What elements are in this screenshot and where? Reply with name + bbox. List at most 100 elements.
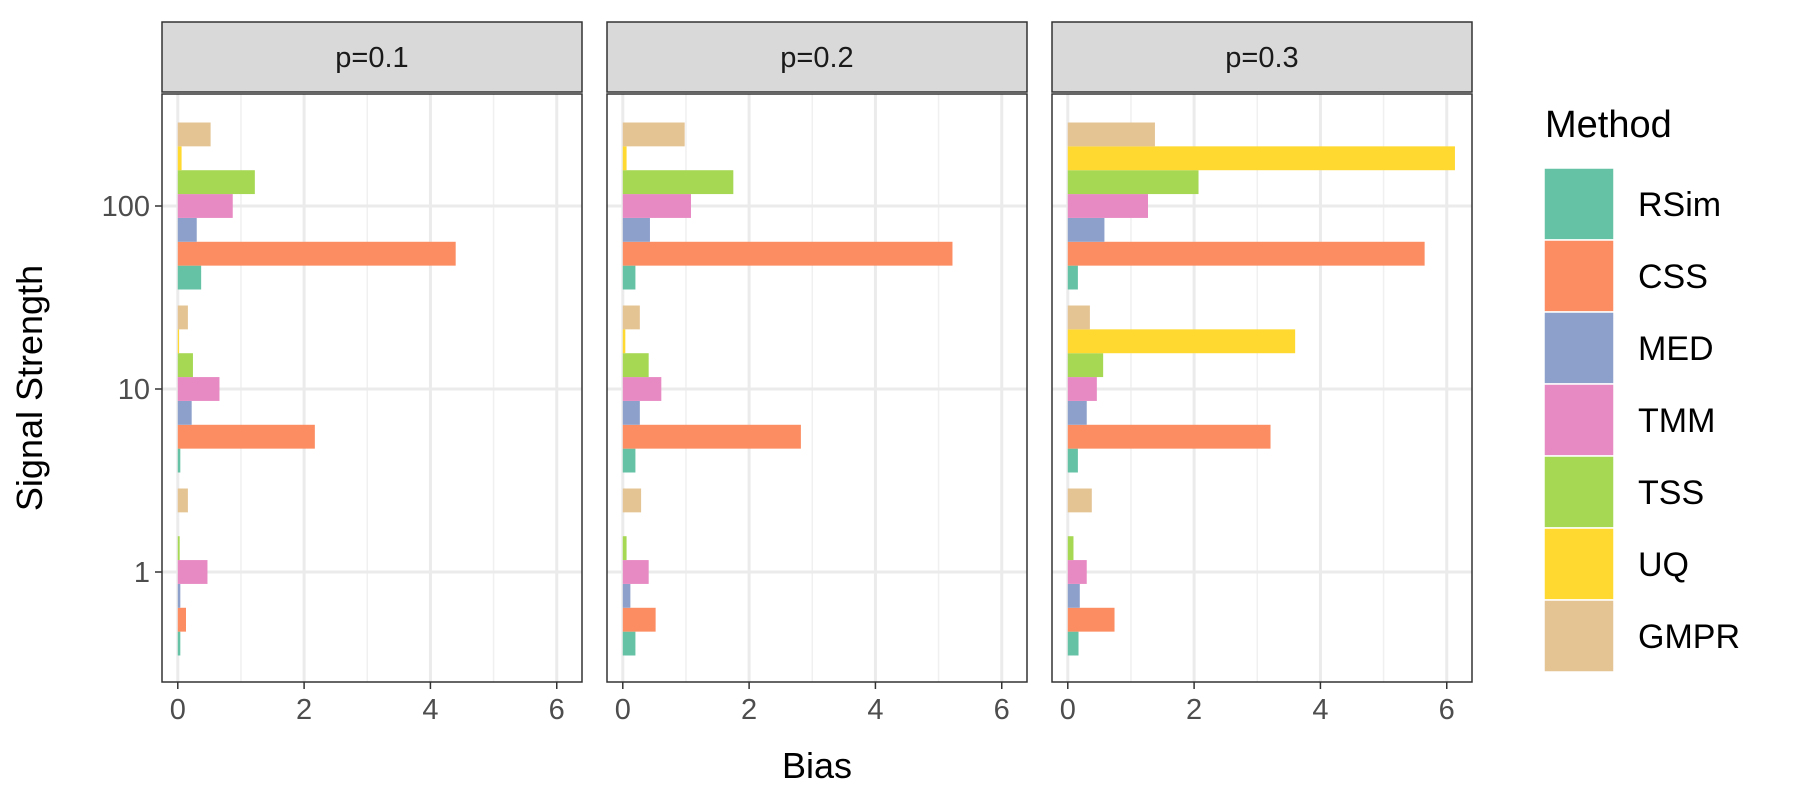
bar-gmpr-1 xyxy=(622,488,642,513)
bar-tmm-100 xyxy=(177,194,233,218)
x-tick-label: 6 xyxy=(1439,694,1455,726)
panel-border xyxy=(1051,93,1473,683)
panel-2: p=0.2 0 2 4 6 xyxy=(606,21,1028,726)
bar-uq-10 xyxy=(1067,329,1296,354)
bar-rsim-1 xyxy=(1067,631,1079,656)
bar-tmm-1 xyxy=(622,560,649,584)
legend-key-tmm xyxy=(1543,383,1615,457)
bar-css-1 xyxy=(1067,607,1115,632)
legend-label-tmm: TMM xyxy=(1638,402,1715,440)
legend-label-gmpr: GMPR xyxy=(1638,618,1740,656)
bar-med-100 xyxy=(622,217,650,242)
legend-label-rsim: RSim xyxy=(1638,186,1721,224)
y-tick-label: 1 xyxy=(134,557,150,589)
y-tick-label: 100 xyxy=(102,191,150,223)
panel-strip-label: p=0.2 xyxy=(780,42,853,74)
bar-uq-10 xyxy=(622,329,626,354)
bar-rsim-1 xyxy=(177,631,181,656)
legend-title: Method xyxy=(1545,104,1672,146)
bar-med-1 xyxy=(177,583,181,608)
bar-css-10 xyxy=(622,424,801,449)
bar-css-10 xyxy=(177,424,315,449)
x-tick-label: 2 xyxy=(741,694,757,726)
bar-med-10 xyxy=(177,400,192,425)
bar-tss-1 xyxy=(622,536,627,561)
panel-strip xyxy=(1051,21,1473,93)
bar-css-100 xyxy=(622,241,953,266)
x-tick-label: 4 xyxy=(422,694,438,726)
bar-uq-100 xyxy=(622,146,627,171)
bar-gmpr-10 xyxy=(1067,305,1090,330)
panel-1: p=0.1 0 2 4 6 xyxy=(161,21,583,726)
bar-uq-100 xyxy=(1067,146,1455,171)
bar-med-10 xyxy=(1067,400,1087,425)
x-tick-label: 0 xyxy=(615,694,631,726)
bar-css-1 xyxy=(622,607,656,632)
legend-key-css xyxy=(1543,239,1615,313)
x-tick-label: 2 xyxy=(1186,694,1202,726)
x-tick-label: 4 xyxy=(1312,694,1328,726)
bar-tmm-1 xyxy=(177,560,208,584)
legend-label-css: CSS xyxy=(1638,258,1708,296)
bar-tmm-1 xyxy=(1067,560,1087,584)
bar-css-100 xyxy=(177,241,456,266)
legend-key-tss xyxy=(1543,455,1615,529)
panel-strip xyxy=(161,21,583,93)
x-tick-label: 6 xyxy=(994,694,1010,726)
bar-css-1 xyxy=(177,607,186,632)
x-tick-label: 6 xyxy=(549,694,565,726)
legend-label-med: MED xyxy=(1638,330,1714,368)
y-axis: 1 10 100 xyxy=(102,191,162,589)
bar-tss-100 xyxy=(177,170,255,195)
legend-key-rsim xyxy=(1543,167,1615,241)
bar-rsim-10 xyxy=(622,448,636,473)
bar-tmm-10 xyxy=(622,377,662,401)
bar-gmpr-100 xyxy=(177,122,211,147)
bar-css-100 xyxy=(1067,241,1425,266)
bar-rsim-10 xyxy=(177,448,181,473)
panels: p=0.1 0 2 4 6 p=0.2 0 2 4 6 p=0.3 0 2 4 6 xyxy=(161,21,1473,726)
bar-rsim-100 xyxy=(177,265,202,290)
bar-rsim-1 xyxy=(622,631,636,656)
bar-gmpr-10 xyxy=(622,305,640,330)
bar-tss-10 xyxy=(622,353,649,378)
bar-tmm-100 xyxy=(1067,194,1148,218)
panel-strip-label: p=0.3 xyxy=(1225,42,1298,74)
bar-gmpr-100 xyxy=(1067,122,1155,147)
x-axis-title: Bias xyxy=(782,745,852,786)
panel-border xyxy=(606,93,1028,683)
bar-tss-10 xyxy=(177,353,193,378)
bar-med-1 xyxy=(1067,583,1080,608)
bar-tss-1 xyxy=(177,536,180,561)
bar-med-10 xyxy=(622,400,640,425)
bar-med-1 xyxy=(622,583,631,608)
bar-gmpr-1 xyxy=(177,488,188,513)
bar-gmpr-1 xyxy=(1067,488,1092,513)
bar-tmm-10 xyxy=(177,377,220,401)
bar-tmm-100 xyxy=(622,194,691,218)
panel-3: p=0.3 0 2 4 6 xyxy=(1051,21,1473,726)
panel-border xyxy=(161,93,583,683)
x-tick-label: 0 xyxy=(170,694,186,726)
x-tick-label: 4 xyxy=(867,694,883,726)
bar-tss-1 xyxy=(1067,536,1074,561)
legend: Method RSim CSS MED TMM TSS UQ GMPR xyxy=(1543,104,1740,673)
bar-rsim-10 xyxy=(1067,448,1078,473)
y-axis-title: Signal Strength xyxy=(9,265,50,511)
bar-tss-10 xyxy=(1067,353,1104,378)
y-tick-label: 10 xyxy=(118,374,150,406)
legend-label-tss: TSS xyxy=(1638,474,1704,512)
bar-tmm-10 xyxy=(1067,377,1097,401)
panel-strip-label: p=0.1 xyxy=(335,42,408,74)
x-tick-label: 0 xyxy=(1060,694,1076,726)
bar-gmpr-10 xyxy=(177,305,188,330)
legend-key-med xyxy=(1543,311,1615,385)
bar-css-10 xyxy=(1067,424,1271,449)
bar-gmpr-100 xyxy=(622,122,685,147)
legend-key-gmpr xyxy=(1543,599,1615,673)
legend-label-uq: UQ xyxy=(1638,546,1689,584)
bar-med-100 xyxy=(1067,217,1105,242)
bar-med-100 xyxy=(177,217,197,242)
legend-key-uq xyxy=(1543,527,1615,601)
panel-strip xyxy=(606,21,1028,93)
